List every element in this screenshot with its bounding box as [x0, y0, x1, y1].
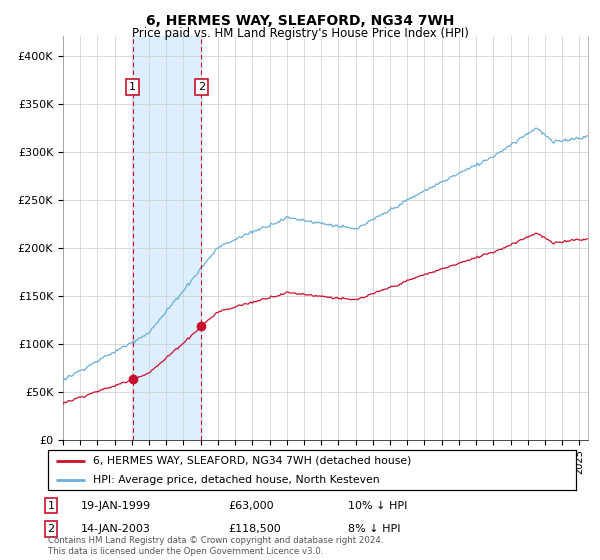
- Text: 6, HERMES WAY, SLEAFORD, NG34 7WH: 6, HERMES WAY, SLEAFORD, NG34 7WH: [146, 14, 454, 28]
- Text: £63,000: £63,000: [228, 501, 274, 511]
- Text: Contains HM Land Registry data © Crown copyright and database right 2024.
This d: Contains HM Land Registry data © Crown c…: [48, 536, 383, 556]
- Text: Price paid vs. HM Land Registry's House Price Index (HPI): Price paid vs. HM Land Registry's House …: [131, 27, 469, 40]
- Text: 19-JAN-1999: 19-JAN-1999: [81, 501, 151, 511]
- Text: 2: 2: [47, 524, 55, 534]
- Text: 14-JAN-2003: 14-JAN-2003: [81, 524, 151, 534]
- Text: 2: 2: [198, 82, 205, 92]
- Text: 1: 1: [129, 82, 136, 92]
- Text: 6, HERMES WAY, SLEAFORD, NG34 7WH (detached house): 6, HERMES WAY, SLEAFORD, NG34 7WH (detac…: [93, 456, 411, 466]
- Text: 1: 1: [47, 501, 55, 511]
- Text: HPI: Average price, detached house, North Kesteven: HPI: Average price, detached house, Nort…: [93, 475, 380, 486]
- Text: £118,500: £118,500: [228, 524, 281, 534]
- Bar: [133, 36, 202, 440]
- Text: 10% ↓ HPI: 10% ↓ HPI: [348, 501, 407, 511]
- Text: 8% ↓ HPI: 8% ↓ HPI: [348, 524, 401, 534]
